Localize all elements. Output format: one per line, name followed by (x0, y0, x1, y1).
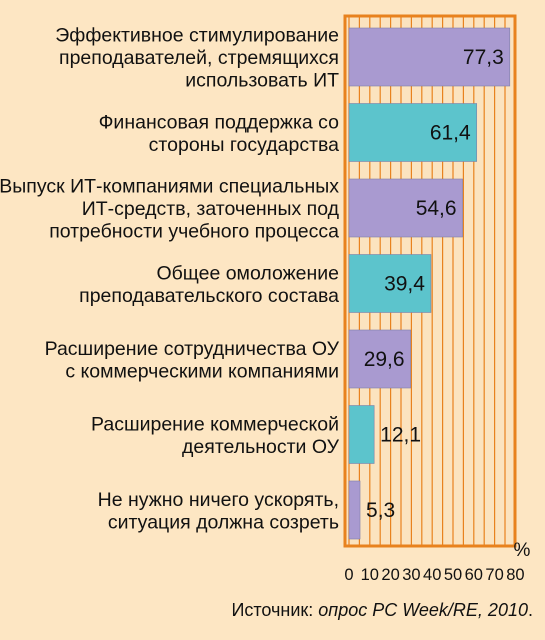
category-label-line: Расширение сотрудничества ОУ (45, 338, 340, 360)
category-label: Финансовая поддержка со стороны государст… (99, 111, 340, 156)
x-tick-label: 80 (506, 566, 524, 584)
bar (348, 103, 478, 162)
value-label: 29,6 (364, 348, 405, 371)
category-label-line: Выпуск ИТ-компаниями специальных (0, 176, 339, 198)
plot-frame (343, 14, 517, 548)
category-label-line: ситуация должна созреть (108, 511, 339, 533)
x-tick-label: 30 (402, 566, 420, 584)
category-label: Не нужно ничего ускорять, ситуация должна… (98, 489, 339, 534)
value-label: 61,4 (430, 122, 471, 145)
category-label-line: Общее омоложение (156, 262, 339, 284)
category-label-line: Не нужно ничего ускорять, (98, 489, 339, 511)
x-tick-label: 50 (444, 566, 462, 584)
source-suffix: . (527, 600, 533, 620)
category-label-line: преподавателей, стремящихся (59, 47, 339, 69)
x-axis-ticks: 0 10 20 30 40 50 60 70 80 (344, 566, 524, 584)
bar (348, 27, 511, 87)
bar (348, 480, 361, 540)
source-prefix: Источник: (231, 600, 319, 620)
value-label: 39,4 (384, 273, 425, 296)
category-label-line: Расширение коммерческой (91, 413, 339, 435)
category-label-line: стороны государства (149, 134, 339, 156)
category-label: Выпуск ИТ-компаниями специальных ИТ-средс… (0, 176, 340, 243)
value-label: 77,3 (463, 46, 504, 69)
category-label-line: потребности учебного процесса (49, 221, 339, 243)
category-label: Расширение сотрудничества ОУ с коммерческ… (45, 338, 340, 383)
bars (348, 27, 511, 540)
bar (348, 254, 432, 313)
x-tick-label: 10 (361, 566, 379, 584)
category-label: Расширение коммерческой деятельности ОУ (91, 413, 340, 458)
x-tick-label: 0 (344, 566, 353, 584)
bar-chart: Эффективное стимулирование преподавателей… (0, 14, 531, 584)
value-label: 54,6 (416, 197, 457, 220)
x-axis-unit-label: % (514, 540, 531, 561)
category-label: Общее омоложение преподавательского соста… (79, 262, 339, 307)
bar (348, 178, 463, 238)
value-label: 5,3 (366, 499, 395, 522)
bar (348, 405, 375, 464)
value-label: 12,1 (380, 424, 421, 447)
category-label-line: Эффективное стимулирование (55, 25, 339, 47)
bar (348, 329, 411, 389)
x-tick-label: 70 (485, 566, 503, 584)
category-label-line: с коммерческими компаниями (65, 360, 339, 382)
category-label-line: использовать ИТ (185, 70, 339, 92)
source-note: Источник: опрос PC Week/RE, 2010. (231, 600, 533, 621)
category-label: Эффективное стимулирование преподавателей… (55, 25, 339, 92)
category-label-line: ИТ-средств, заточенных под (82, 198, 340, 220)
category-label-line: Финансовая поддержка со (99, 111, 340, 133)
x-tick-label: 20 (381, 566, 399, 584)
category-labels: Эффективное стимулирование преподавателей… (0, 25, 340, 534)
value-labels: 77,3 61,4 54,6 39,4 29,6 12,1 5,3 (364, 46, 504, 522)
category-label-line: деятельности ОУ (182, 436, 340, 458)
x-tick-label: 60 (465, 566, 483, 584)
category-label-line: преподавательского состава (79, 285, 339, 307)
source-text: опрос PC Week/RE, 2010 (318, 600, 528, 620)
x-tick-label: 40 (423, 566, 441, 584)
